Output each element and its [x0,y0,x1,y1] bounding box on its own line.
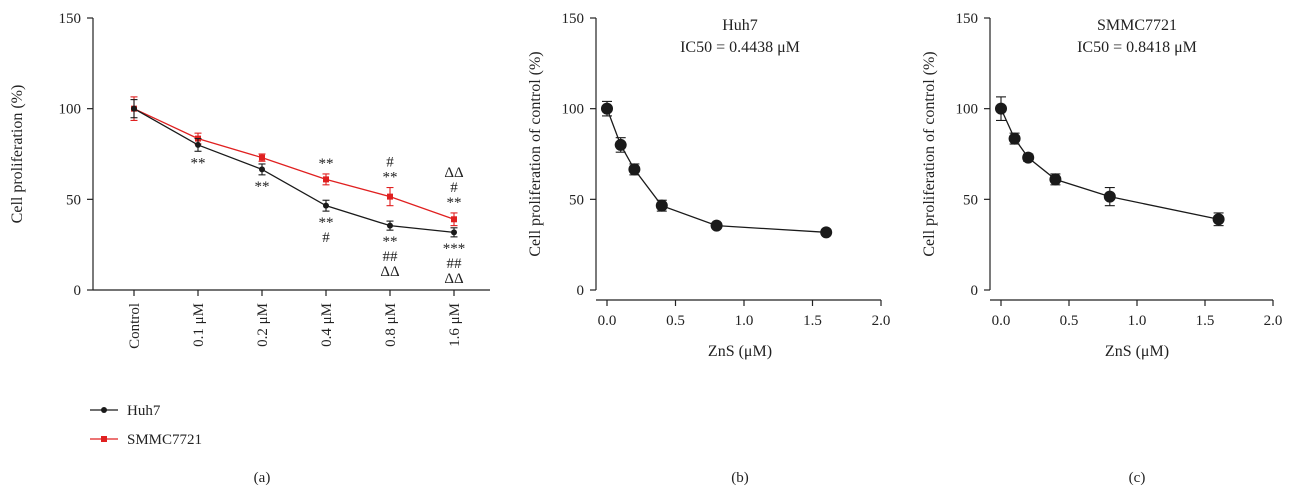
data-point [387,222,393,229]
x-tick-label: 0.2 μM [255,303,271,347]
y-tick-label: 50 [569,192,584,208]
panel-a-y-axis-label: Cell proliferation (%) [9,85,26,224]
y-tick-label: 0 [577,283,585,299]
data-point [1103,190,1116,203]
significance-annotation: ** [191,155,206,171]
panel-c-series [995,96,1225,227]
panel-a-annotations: ******# **##ΔΔ***##ΔΔ** #** ΔΔ#** [191,155,466,287]
significance-annotation: # [322,230,330,246]
data-point [387,193,393,200]
data-point [1049,173,1062,186]
data-point [451,216,457,223]
data-point [628,163,641,176]
x-tick-label: 1.5 [1196,313,1215,329]
y-tick-label: 150 [59,11,82,27]
significance-annotation: ΔΔ [444,165,464,181]
panel-c-label: (c) [1129,470,1146,486]
panel-c: Cell proliferation of control (%) SMMC77… [921,11,1282,486]
y-tick-label: 100 [956,102,979,118]
x-tick-label: 1.0 [735,313,754,329]
panel-b-x-axis-label: ZnS (μM) [708,343,772,360]
panel-c-x-axis-label: ZnS (μM) [1105,343,1169,360]
data-point [614,138,627,151]
legend-huh7-label: Huh7 [127,403,161,419]
panel-a-series [130,96,458,238]
panel-a-legend: Huh7 SMMC7721 [90,403,202,448]
panel-c-axes: 0 50 100 150 0.0 0.5 1.0 1.5 2.0 [956,11,1283,329]
y-tick-label: 50 [963,192,978,208]
panel-b-label: (b) [731,470,749,486]
x-tick-label: 0.0 [598,313,617,329]
x-tick-label: 0.0 [992,313,1011,329]
data-point [655,199,668,212]
panel-b-axes: 0 50 100 150 0.0 0.5 1.0 1.5 2.0 [562,11,891,329]
data-point [195,141,201,148]
panel-b: Cell proliferation of control (%) Huh7 I… [527,11,890,486]
significance-annotation: ΔΔ [380,264,400,280]
y-tick-label: 0 [74,283,82,299]
series-line [133,108,455,233]
y-tick-label: 150 [956,11,979,27]
x-tick-label: 1.5 [803,313,822,329]
panel-a-label: (a) [254,470,271,486]
x-tick-label: 2.0 [1264,313,1283,329]
data-point [1212,213,1225,226]
data-point [131,105,137,112]
data-point [1022,151,1035,164]
data-point [323,202,329,209]
y-tick-label: 50 [66,192,81,208]
x-tick-label: 0.5 [666,313,685,329]
x-tick-label: 1.0 [1128,313,1147,329]
legend-smmc7721-label: SMMC7721 [127,432,202,448]
x-tick-label: 0.1 μM [191,303,207,347]
data-point [601,102,613,115]
y-tick-label: 0 [971,283,979,299]
significance-annotation: ** [319,215,334,231]
data-point [451,229,457,236]
significance-annotation: ## [383,249,399,265]
panel-c-title: SMMC7721 [1097,17,1177,34]
x-tick-label: 2.0 [872,313,891,329]
panel-c-y-axis-label: Cell proliferation of control (%) [921,51,938,256]
panel-a-axes: 0 50 100 150 Control 0.1 μM 0.2 μM 0.4 μM 0.8 μM… [59,11,490,349]
panel-b-series [601,100,833,239]
significance-annotation: ** [383,170,398,186]
x-tick-label: 1.6 μM [447,303,463,347]
significance-annotation: *** [443,241,466,257]
significance-annotation: ** [319,156,334,172]
y-tick-label: 100 [59,102,82,118]
significance-annotation: # [450,180,458,196]
data-point [710,219,723,232]
x-tick-label: 0.5 [1060,313,1079,329]
series-line [606,108,827,233]
panel-b-y-axis-label: Cell proliferation of control (%) [527,51,544,256]
significance-annotation: ** [447,195,462,211]
legend-smmc7721-marker [101,436,107,442]
data-point [259,154,265,161]
data-point [323,176,329,183]
significance-annotation: ΔΔ [444,271,464,287]
significance-annotation: ** [383,234,398,250]
y-tick-label: 100 [562,102,585,118]
series-line [133,108,455,220]
y-tick-label: 150 [562,11,585,27]
panel-b-subtitle: IC50 = 0.4438 μM [680,39,800,56]
legend-huh7-marker [101,407,107,413]
x-tick-label: Control [127,303,143,349]
data-point [820,226,833,239]
data-point [1008,132,1021,145]
x-tick-label: 0.4 μM [319,303,335,347]
data-point [259,166,265,173]
x-tick-label: 0.8 μM [383,303,399,347]
significance-annotation: # [386,155,394,171]
significance-annotation: ## [447,256,463,272]
panel-c-subtitle: IC50 = 0.8418 μM [1077,39,1197,56]
panel-b-title: Huh7 [722,17,758,34]
significance-annotation: ** [255,179,270,195]
data-point [995,102,1007,115]
